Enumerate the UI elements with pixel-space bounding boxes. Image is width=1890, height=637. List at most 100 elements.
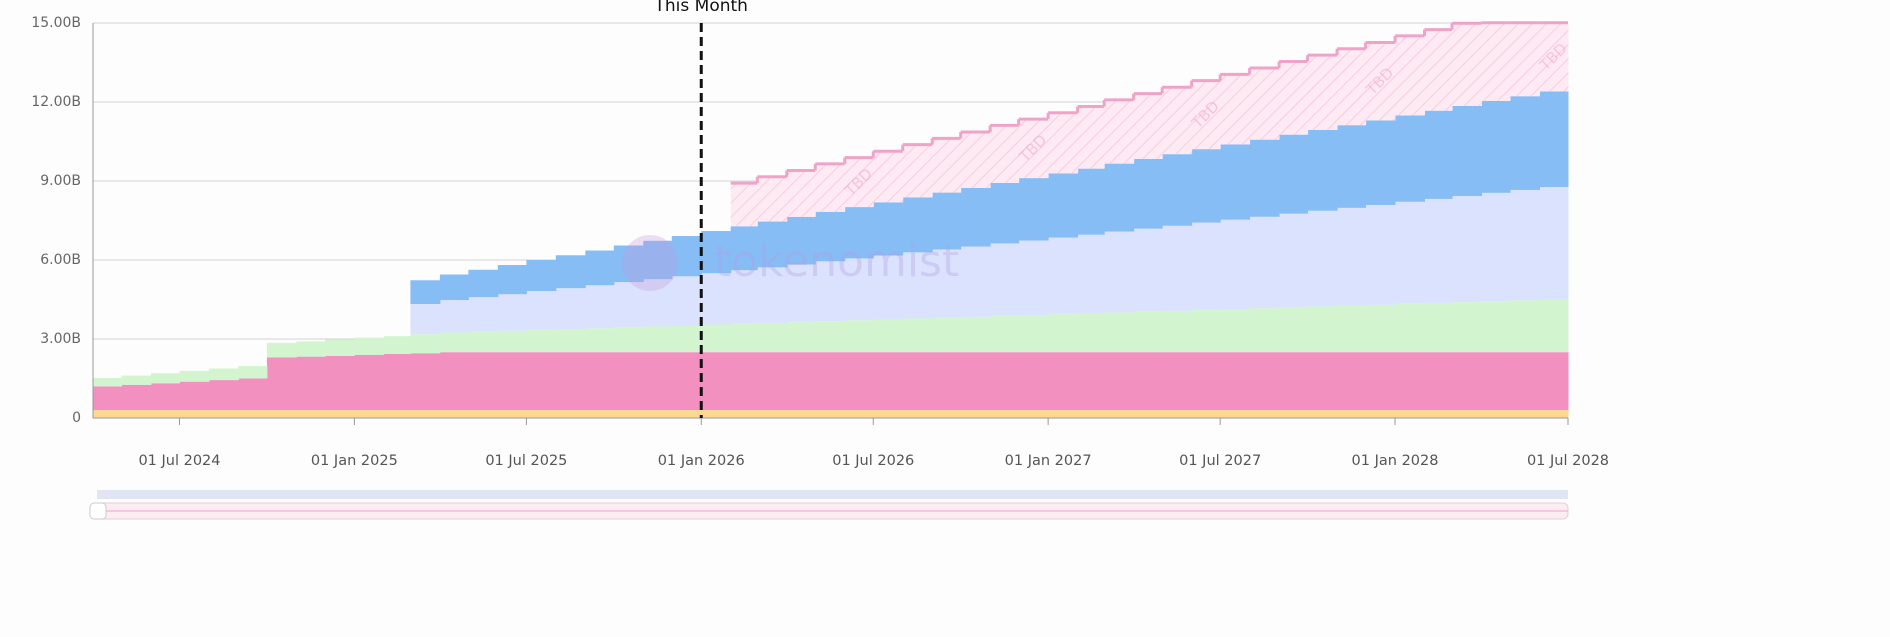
area-step: [1539, 410, 1569, 418]
area-step: [902, 352, 933, 411]
navigator-scrollbar[interactable]: [97, 490, 1568, 499]
area-step: [1279, 352, 1309, 411]
area-step: [643, 279, 673, 327]
area-step: [526, 260, 557, 292]
area-step: [613, 282, 644, 328]
hatched-area: [815, 163, 846, 212]
area-step: [1133, 410, 1163, 418]
area-step: [701, 410, 732, 418]
area-step: [439, 352, 469, 411]
area-step: [844, 320, 874, 353]
navigator[interactable]: [89, 490, 1569, 520]
area-step: [1220, 219, 1251, 309]
area-step: [1220, 308, 1251, 353]
area-step: [1220, 410, 1251, 418]
area-step: [1510, 300, 1540, 353]
area-step: [1104, 312, 1135, 353]
area-step: [786, 264, 816, 323]
navigator-handle[interactable]: [89, 502, 107, 520]
hatched-area: [1395, 35, 1425, 116]
area-step: [844, 352, 874, 411]
area-step: [121, 375, 152, 385]
area-step: [1077, 234, 1105, 314]
area-step: [932, 249, 962, 318]
area-step: [93, 377, 123, 387]
hatched-area: [932, 138, 962, 193]
area-step: [150, 410, 180, 418]
area-step: [1249, 308, 1280, 353]
area-step: [757, 221, 788, 268]
area-step: [1191, 149, 1221, 223]
area-step: [757, 410, 788, 418]
area-step: [585, 285, 615, 329]
area-step: [873, 255, 904, 320]
area-step: [93, 410, 123, 418]
area-step: [497, 410, 527, 418]
area-step: [701, 352, 732, 411]
area-step: [643, 240, 673, 280]
area-step: [902, 197, 933, 253]
area-step: [815, 261, 846, 322]
area-step: [1133, 228, 1163, 312]
area-step: [1018, 315, 1049, 353]
area-step: [383, 410, 411, 418]
area-step: [960, 316, 991, 353]
area-step: [468, 269, 499, 298]
x-tick-label: 01 Jul 2028: [1527, 453, 1609, 469]
area-step: [1365, 204, 1396, 305]
y-tick-label: 3.00B: [40, 331, 81, 347]
axes: 0 3.00B 6.00B 9.00B 12.00B 15.00B 01 Jul 2024 0…: [31, 0, 1609, 469]
area-step: [585, 250, 615, 286]
area-step: [990, 243, 1020, 316]
area-step: [1133, 158, 1163, 229]
area-step: [1048, 352, 1079, 411]
area-step: [526, 329, 557, 353]
area-step: [1337, 305, 1367, 353]
area-step: [354, 354, 385, 411]
area-step: [179, 381, 210, 411]
area-step: [960, 352, 991, 411]
area-step: [238, 410, 268, 418]
area-step: [585, 410, 615, 418]
area-step: [1481, 352, 1511, 411]
area-step: [873, 319, 904, 353]
area-step: [671, 410, 702, 418]
area-step: [324, 339, 355, 356]
area-step: [585, 328, 615, 353]
area-step: [1365, 120, 1396, 205]
hatched-area: [1307, 55, 1338, 130]
area-step: [990, 410, 1020, 418]
area-step: [208, 380, 239, 411]
area-step: [1337, 207, 1367, 306]
area-step: [1220, 144, 1251, 220]
watermark: tokenomist: [714, 236, 959, 287]
area-step: [1162, 352, 1193, 411]
area-step: [1191, 410, 1221, 418]
area-step: [1018, 352, 1049, 411]
area-step: [757, 352, 788, 411]
area-step: [1048, 314, 1079, 353]
area-step: [1077, 410, 1105, 418]
area-step: [844, 207, 874, 259]
area-step: [526, 291, 557, 330]
area-step: [1510, 96, 1540, 190]
area-step: [1365, 304, 1396, 353]
area-step: [1162, 154, 1193, 226]
hatched-area: [730, 183, 758, 227]
area-step: [1539, 91, 1569, 188]
area-step: [990, 352, 1020, 411]
area-step: [873, 410, 904, 418]
area-step: [1452, 352, 1483, 411]
area-step: [1481, 301, 1511, 353]
area-step: [1279, 134, 1309, 214]
area-step: [468, 331, 499, 353]
area-step: [1424, 302, 1453, 353]
area-step: [585, 352, 615, 411]
area-step: [383, 354, 411, 411]
area-step: [383, 336, 411, 355]
area-step: [497, 330, 527, 353]
area-step: [1337, 125, 1367, 208]
area-step: [671, 325, 702, 353]
